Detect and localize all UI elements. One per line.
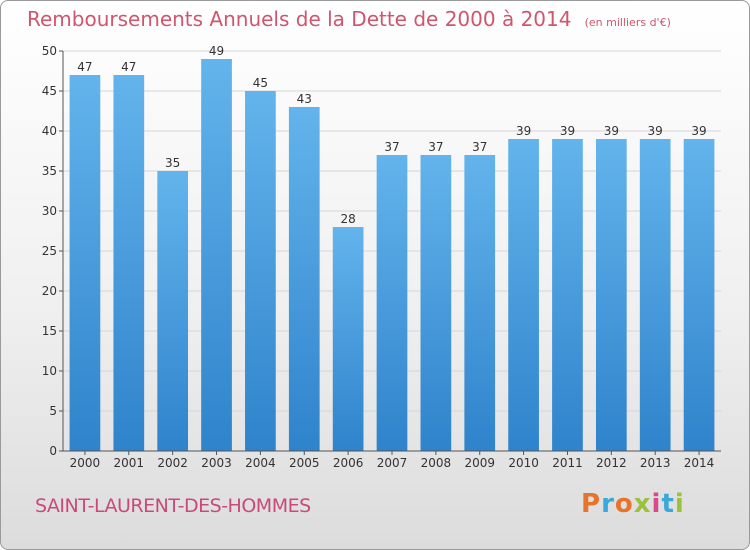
logo-letter: P (581, 489, 602, 519)
y-tick-label: 15 (42, 324, 57, 338)
y-tick-label: 20 (42, 284, 57, 298)
bar-2003 (201, 59, 232, 451)
x-tick-label-2013: 2013 (640, 456, 671, 470)
bar-2001 (113, 75, 145, 451)
y-tick-label: 5 (49, 404, 57, 418)
x-tick-label-2005: 2005 (289, 456, 320, 470)
data-label-2010: 39 (516, 124, 531, 138)
data-label-2005: 43 (297, 92, 312, 106)
x-tick-label-2014: 2014 (684, 456, 715, 470)
logo-letter: r (601, 489, 615, 519)
bar-2011 (552, 139, 583, 451)
y-tick-label: 50 (42, 44, 57, 58)
x-tick-label-2001: 2001 (114, 456, 145, 470)
data-label-2008: 37 (428, 140, 443, 154)
data-label-2012: 39 (604, 124, 619, 138)
x-tick-label-2011: 2011 (552, 456, 583, 470)
x-tick-label-2009: 2009 (464, 456, 495, 470)
data-label-2000: 47 (77, 60, 92, 74)
y-tick-label: 25 (42, 244, 57, 258)
bar-2002 (157, 171, 189, 451)
data-label-2009: 37 (472, 140, 487, 154)
logo-letter: i (651, 489, 662, 519)
bar-2008 (420, 155, 452, 451)
logo-letter: t (661, 489, 675, 519)
chart-title-text: Remboursements Annuels de la Dette de 20… (27, 7, 572, 31)
x-tick-label-2012: 2012 (596, 456, 627, 470)
bar-2014 (683, 139, 715, 451)
data-label-2002: 35 (165, 156, 180, 170)
y-tick-label: 45 (42, 84, 57, 98)
x-tick-label-2000: 2000 (70, 456, 101, 470)
proxiti-logo[interactable]: Proxiti (581, 489, 685, 519)
x-tick-label-2006: 2006 (333, 456, 364, 470)
x-tick-label-2004: 2004 (245, 456, 276, 470)
bar-2006 (332, 227, 364, 451)
x-tick-label-2010: 2010 (508, 456, 539, 470)
commune-name: SAINT-LAURENT-DES-HOMMES (35, 495, 311, 517)
axes: 0 5 10 15 20 25 30 35 40 45 50 2000 2001 2002 2003 2004… (42, 44, 721, 470)
logo-letter: i (674, 489, 685, 519)
bar-2005 (288, 107, 320, 451)
x-tick-label-2008: 2008 (421, 456, 452, 470)
bar-2004 (245, 91, 276, 451)
bar-2010 (508, 139, 539, 451)
data-label-2007: 37 (384, 140, 399, 154)
y-tick-label: 30 (42, 204, 57, 218)
y-tick-label: 0 (49, 444, 57, 458)
bar-2000 (69, 75, 101, 451)
x-tick-label-2002: 2002 (157, 456, 188, 470)
y-tick-label: 10 (42, 364, 57, 378)
y-tick-label: 40 (42, 124, 57, 138)
logo-letter: x (633, 489, 652, 519)
chart-unit-label: (en milliers d'€) (584, 16, 671, 29)
data-label-2011: 39 (560, 124, 575, 138)
data-label-2013: 39 (648, 124, 663, 138)
bar-2013 (639, 139, 671, 451)
x-tick-label-2003: 2003 (201, 456, 232, 470)
data-label-2003: 49 (209, 44, 224, 58)
bars: 47 47 35 49 45 43 28 37 37 37 39 39 39 39 39 (69, 44, 715, 451)
x-tick-label-2007: 2007 (377, 456, 408, 470)
data-label-2001: 47 (121, 60, 136, 74)
bar-2012 (595, 139, 627, 451)
logo-letter: o (614, 489, 634, 519)
bar-2009 (464, 155, 496, 451)
data-label-2006: 28 (340, 212, 355, 226)
data-label-2014: 39 (691, 124, 706, 138)
chart-title: Remboursements Annuels de la Dette de 20… (27, 7, 671, 31)
data-label-2004: 45 (253, 76, 268, 90)
y-tick-label: 35 (42, 164, 57, 178)
bar-2007 (376, 155, 408, 451)
